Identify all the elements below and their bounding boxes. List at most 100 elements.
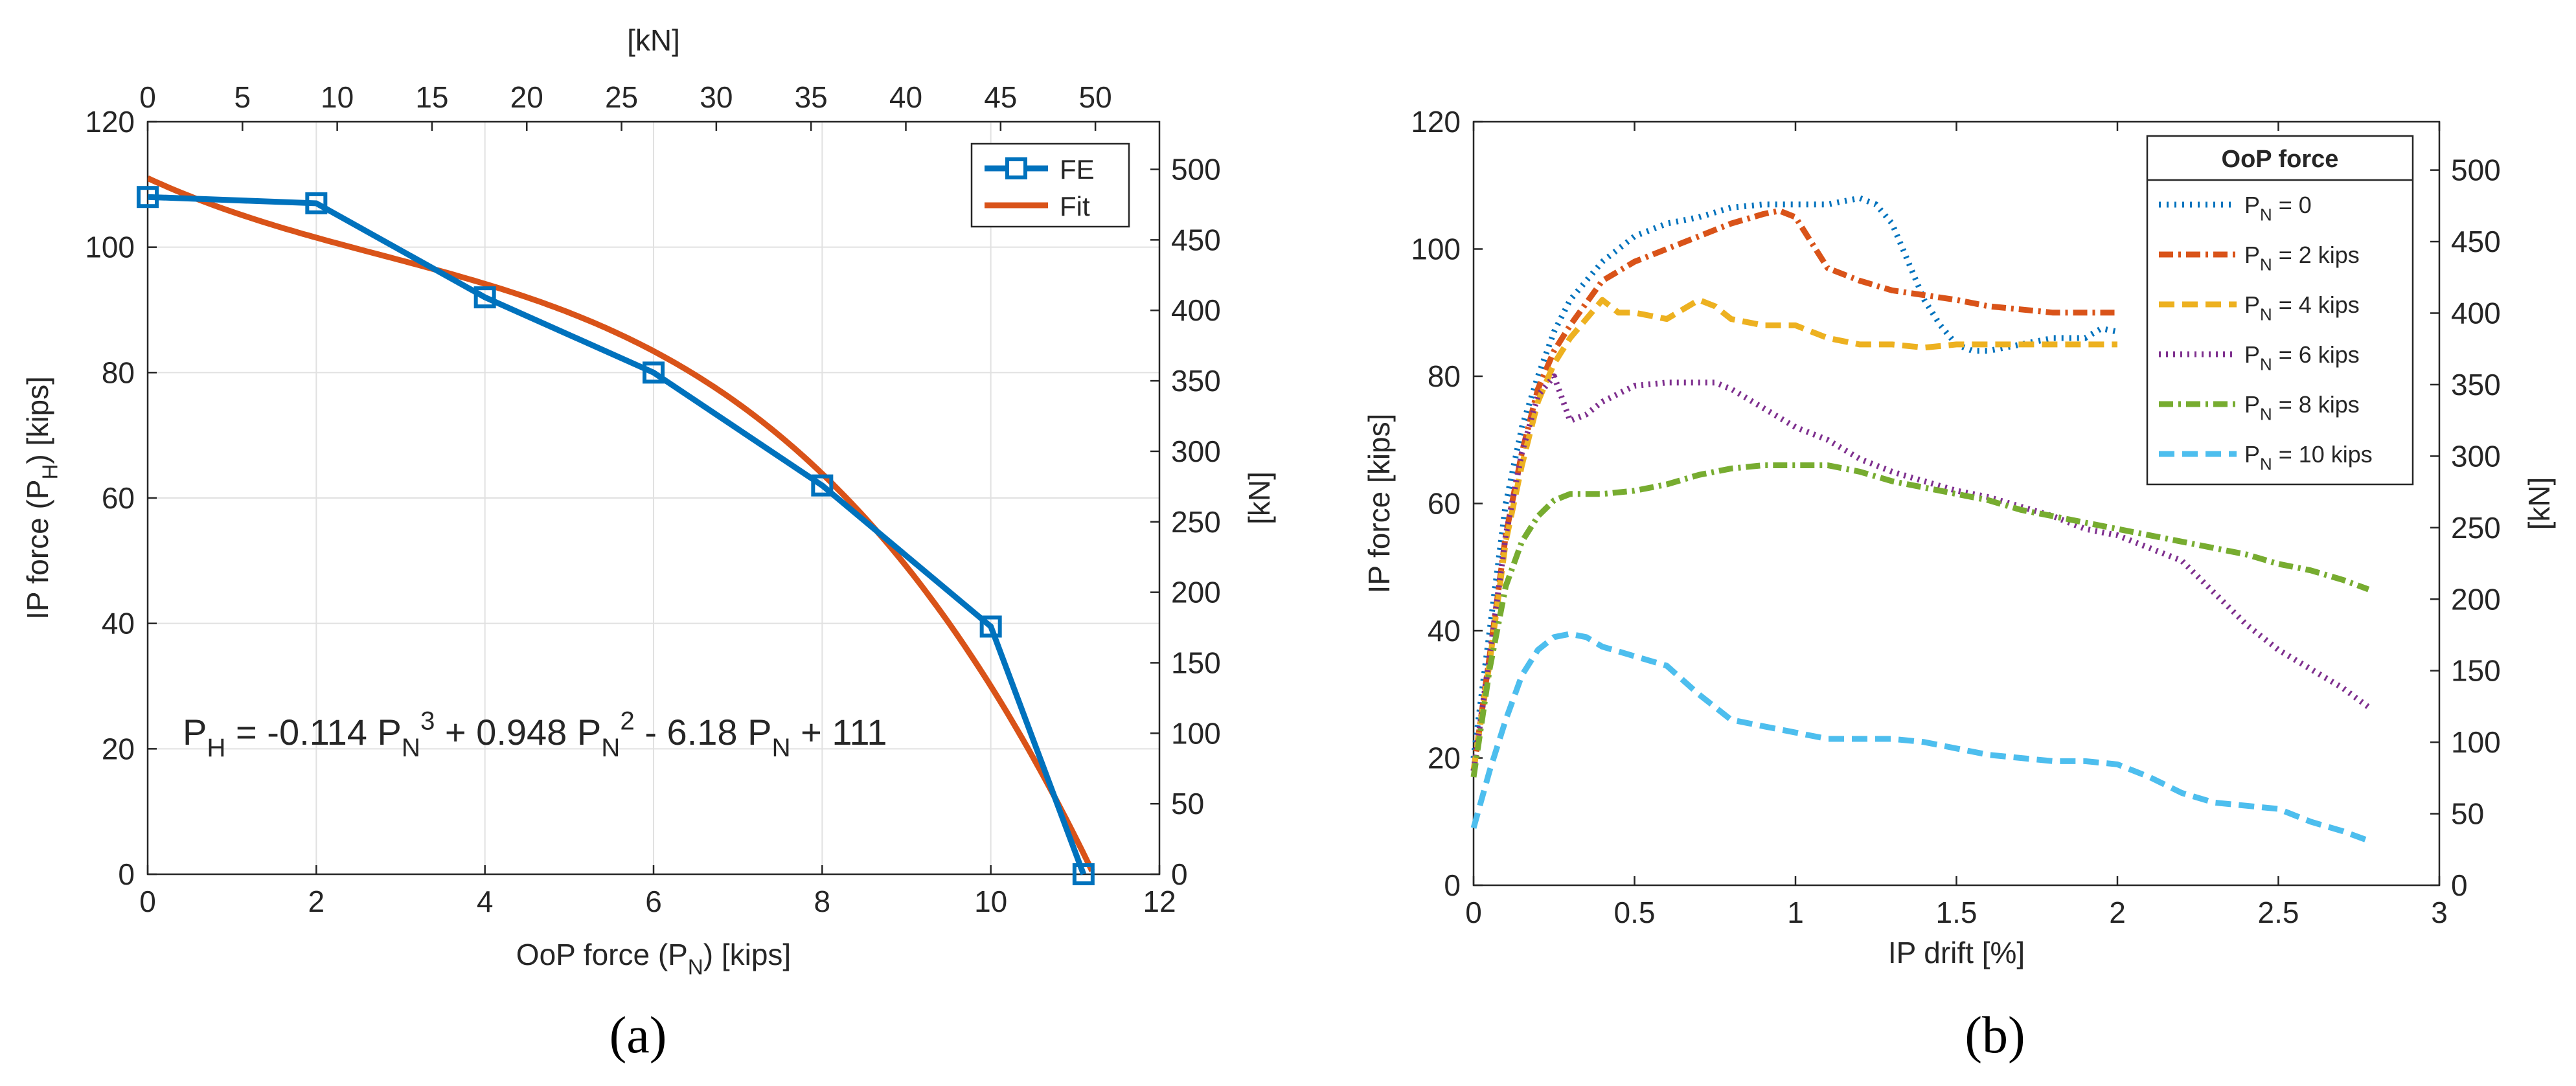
legend-label-2-part-2: = 4 kips bbox=[2272, 291, 2360, 318]
y2-tick-label: 50 bbox=[2451, 797, 2484, 831]
y2-tick-label: 250 bbox=[1171, 505, 1221, 539]
y2-tick-label: 400 bbox=[1171, 293, 1221, 327]
fit-equation-part-3: N bbox=[402, 733, 420, 762]
legend-label-1: PN = 2 kips bbox=[2244, 242, 2360, 275]
legend-label-1-part-1: N bbox=[2260, 256, 2272, 275]
series-line-4 bbox=[1470, 462, 2370, 778]
y2-tick-label: 500 bbox=[1171, 153, 1221, 187]
y-axis-label-part-0: IP force (P bbox=[21, 479, 54, 619]
x-tick-label: 1 bbox=[1787, 896, 1804, 929]
y2-tick-label: 500 bbox=[2451, 153, 2501, 187]
x2-tick-label: 45 bbox=[984, 80, 1017, 114]
y-tick-label: 20 bbox=[1428, 741, 1461, 775]
x2-tick-label: 25 bbox=[605, 80, 638, 114]
x-tick-label: 4 bbox=[477, 885, 494, 918]
y2-tick-label: 350 bbox=[2451, 368, 2501, 402]
y2-tick-label: 450 bbox=[1171, 223, 1221, 256]
y2-tick-label: 450 bbox=[2451, 225, 2501, 258]
fit-equation-part-8: - 6.18 P bbox=[635, 712, 772, 752]
legend-label-3-part-2: = 6 kips bbox=[2272, 341, 2360, 368]
legend-label-5-part-1: N bbox=[2260, 456, 2272, 474]
y-tick-label: 0 bbox=[118, 857, 135, 891]
legend-label-0-part-0: P bbox=[2244, 192, 2260, 218]
x-tick-label: 1.5 bbox=[1936, 896, 1978, 929]
y2-tick-label: 300 bbox=[1171, 435, 1221, 468]
panel-label-a: (a) bbox=[610, 1007, 667, 1064]
y2-tick-label: 100 bbox=[1171, 716, 1221, 750]
x2-tick-label: 10 bbox=[321, 80, 354, 114]
x-tick-label: 2 bbox=[2109, 896, 2126, 929]
x-tick-label: 6 bbox=[645, 885, 662, 918]
x2-tick-label: 40 bbox=[889, 80, 922, 114]
x2-tick-label: 5 bbox=[234, 80, 251, 114]
y-tick-label: 120 bbox=[1411, 105, 1461, 139]
legend-label-1-part-0: P bbox=[2244, 242, 2260, 268]
y2-tick-label: 400 bbox=[2451, 297, 2501, 330]
x-tick-label: 2 bbox=[308, 885, 325, 918]
x-tick-label: 3 bbox=[2431, 896, 2448, 929]
x2-tick-label: 50 bbox=[1079, 80, 1112, 114]
legend-title: OoP force bbox=[2222, 146, 2339, 173]
fit-equation-part-7: 2 bbox=[620, 706, 634, 735]
x-tick-label: 0 bbox=[1465, 896, 1482, 929]
y2-tick-label: 100 bbox=[2451, 725, 2501, 759]
x2-axis-label: [kN] bbox=[627, 23, 680, 57]
legend-label-3-part-0: P bbox=[2244, 341, 2260, 368]
legend-fit-label: Fit bbox=[1060, 191, 1090, 221]
x-tick-label: 2.5 bbox=[2258, 896, 2299, 929]
y-tick-label: 60 bbox=[1428, 487, 1461, 521]
legend-label-2-part-0: P bbox=[2244, 291, 2260, 318]
y-tick-label: 60 bbox=[102, 481, 135, 515]
y-tick-label: 80 bbox=[102, 356, 135, 389]
legend-a bbox=[970, 142, 1130, 228]
legend-label-2: PN = 4 kips bbox=[2244, 291, 2360, 324]
y-tick-label: 80 bbox=[1428, 359, 1461, 393]
panel-b: 0 0.5 1 1.5 2 2.5 3020406080100120050100150200… bbox=[1362, 105, 2556, 1064]
y2-tick-label: 200 bbox=[2451, 582, 2501, 616]
series-fe-line bbox=[147, 194, 1087, 876]
y-tick-label: 120 bbox=[85, 105, 135, 139]
series-fe-marker bbox=[643, 361, 665, 384]
fit-equation-part-9: N bbox=[771, 733, 790, 762]
y-tick-label: 100 bbox=[1411, 232, 1461, 266]
legend-label-5-part-2: = 10 kips bbox=[2272, 441, 2373, 468]
y-axis-label: IP force (PH) [kips] bbox=[21, 376, 63, 620]
fit-equation-part-4: 3 bbox=[420, 706, 435, 735]
series-line-1 bbox=[1470, 208, 2117, 771]
legend-label-4-part-0: P bbox=[2244, 391, 2260, 418]
legend-label-4-part-1: N bbox=[2260, 406, 2272, 424]
series-fit-line bbox=[148, 175, 1095, 872]
y2-tick-label: 300 bbox=[2451, 439, 2501, 473]
panel-label-b: (b) bbox=[1965, 1007, 2025, 1064]
legend-label-0-part-2: = 0 bbox=[2272, 192, 2312, 218]
y2-tick-label: 150 bbox=[2451, 654, 2501, 688]
x-axis-label-part-0: OoP force (P bbox=[516, 938, 688, 971]
x-tick-label: 0.5 bbox=[1614, 896, 1656, 929]
y2-tick-label: 50 bbox=[1171, 787, 1204, 820]
x2-tick-label: 30 bbox=[700, 80, 733, 114]
legend-fe-marker bbox=[1005, 157, 1027, 179]
legend-label-1-part-2: = 2 kips bbox=[2272, 242, 2360, 268]
legend-label-4-part-2: = 8 kips bbox=[2272, 391, 2360, 418]
y2-tick-label: 150 bbox=[1171, 646, 1221, 679]
series-line-0 bbox=[1470, 195, 2118, 759]
legend-fe-label: FE bbox=[1060, 154, 1095, 185]
series-fe-marker bbox=[811, 474, 834, 497]
x2-tick-label: 15 bbox=[415, 80, 448, 114]
fit-equation-part-10: + 111 bbox=[791, 712, 887, 752]
y-tick-label: 20 bbox=[102, 732, 135, 765]
y2-axis-label: [kN] bbox=[1242, 471, 1276, 525]
x-axis-label-part-1: N bbox=[688, 956, 703, 980]
x-tick-label: 8 bbox=[814, 885, 831, 918]
legend-label-5: PN = 10 kips bbox=[2244, 441, 2373, 474]
y-tick-label: 100 bbox=[85, 231, 135, 264]
legend-label-5-part-0: P bbox=[2244, 441, 2260, 468]
series-fe-marker bbox=[1072, 863, 1095, 885]
fit-equation-part-2: = -0.114 P bbox=[225, 712, 401, 752]
x-tick-label: 0 bbox=[139, 885, 156, 918]
series-fe-marker bbox=[137, 186, 159, 209]
y-axis-label: IP force [kips] bbox=[1362, 414, 1396, 594]
x2-tick-label: 35 bbox=[795, 80, 828, 114]
